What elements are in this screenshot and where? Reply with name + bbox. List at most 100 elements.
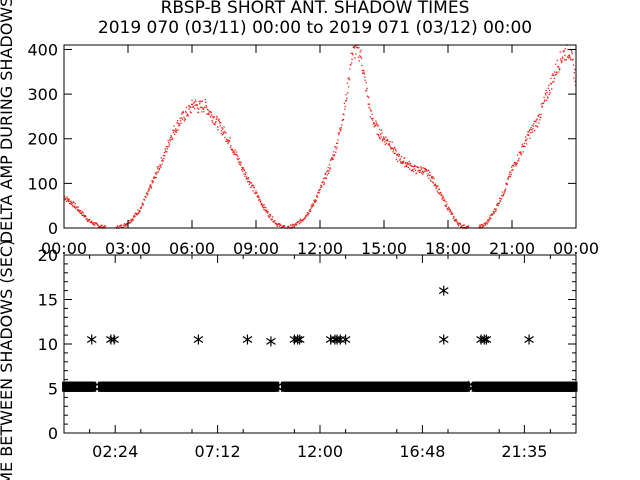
- data-point: [193, 101, 195, 103]
- data-point: [199, 106, 202, 109]
- data-point: [327, 166, 329, 169]
- data-point: [198, 101, 200, 103]
- data-point: [316, 196, 319, 199]
- data-point: [561, 60, 563, 62]
- data-point: [423, 170, 425, 173]
- data-point: [263, 208, 265, 210]
- data-point: [572, 64, 575, 66]
- data-point: [409, 168, 411, 170]
- data-point: [258, 196, 260, 198]
- data-point: [549, 82, 552, 85]
- data-point: [200, 106, 203, 108]
- asterisk-stroke: [481, 336, 492, 344]
- band-edge-stroke: [272, 383, 282, 391]
- data-point: [256, 195, 258, 197]
- data-point: [482, 224, 485, 226]
- data-point: [435, 183, 437, 185]
- data-point: [365, 90, 367, 92]
- data-point: [315, 200, 317, 203]
- data-point: [507, 177, 509, 179]
- data-point: [152, 181, 154, 183]
- data-point: [572, 58, 574, 60]
- data-point: [345, 100, 347, 102]
- data-point: [378, 137, 381, 139]
- data-point: [458, 224, 460, 227]
- data-point: [264, 209, 267, 212]
- data-point: [263, 206, 266, 208]
- data-point: [157, 171, 159, 173]
- data-point: [400, 162, 402, 164]
- data-point: [84, 215, 87, 217]
- data-point: [358, 60, 360, 62]
- data-point: [141, 202, 143, 204]
- data-point: [485, 222, 488, 224]
- data-point: [339, 130, 341, 132]
- data-point: [223, 126, 225, 128]
- data-point: [266, 209, 268, 211]
- data-point: [459, 223, 462, 225]
- data-point: [317, 191, 319, 193]
- data-point: [243, 173, 245, 175]
- data-point: [564, 48, 567, 50]
- data-point: [350, 62, 353, 64]
- top-x-tick-label: 12:00: [297, 239, 343, 258]
- data-point: [155, 176, 157, 179]
- data-point: [240, 161, 242, 164]
- data-point: [524, 145, 526, 148]
- data-point: [450, 211, 453, 214]
- data-point: [444, 205, 447, 207]
- band-marker: [571, 381, 578, 392]
- data-point: [388, 143, 390, 145]
- data-point: [271, 218, 273, 221]
- asterisk-stroke: [193, 336, 204, 344]
- data-point: [151, 180, 153, 182]
- data-point: [326, 171, 328, 173]
- data-point: [392, 151, 394, 153]
- data-point: [496, 204, 498, 206]
- data-point: [422, 171, 424, 174]
- data-point: [121, 224, 123, 226]
- data-point: [400, 155, 403, 158]
- data-point: [73, 201, 75, 203]
- data-point: [367, 95, 369, 98]
- data-point: [251, 184, 254, 187]
- data-point: [211, 119, 213, 122]
- data-point: [373, 121, 375, 124]
- asterisk-marker: [340, 334, 351, 345]
- data-point: [550, 77, 552, 80]
- data-point: [78, 210, 80, 213]
- data-point: [368, 103, 371, 105]
- data-point: [441, 197, 444, 199]
- data-point: [421, 167, 423, 169]
- band-edge-marker: [279, 381, 289, 392]
- data-point: [426, 175, 429, 177]
- data-point: [413, 165, 415, 168]
- data-point: [431, 177, 433, 179]
- data-point: [502, 195, 504, 197]
- band-edge-stroke: [279, 383, 289, 391]
- data-point: [320, 184, 322, 187]
- data-point: [74, 203, 76, 205]
- data-point: [395, 158, 398, 160]
- data-point: [197, 111, 200, 113]
- data-point: [505, 182, 507, 184]
- data-point: [179, 120, 182, 122]
- data-point: [295, 224, 298, 226]
- data-point: [331, 158, 333, 161]
- data-point: [329, 167, 331, 169]
- data-point: [492, 210, 494, 212]
- asterisk-stroke: [242, 336, 253, 344]
- data-point: [546, 91, 548, 94]
- data-point: [168, 145, 170, 147]
- data-point: [358, 47, 360, 49]
- data-point: [260, 204, 262, 206]
- data-point: [182, 112, 185, 114]
- data-point: [65, 197, 67, 200]
- asterisk-marker: [524, 334, 534, 345]
- data-point: [344, 108, 346, 110]
- asterisk-stroke: [266, 337, 276, 345]
- data-point: [399, 158, 401, 160]
- data-point: [223, 131, 226, 133]
- data-point: [87, 220, 89, 223]
- asterisk-stroke: [292, 336, 303, 344]
